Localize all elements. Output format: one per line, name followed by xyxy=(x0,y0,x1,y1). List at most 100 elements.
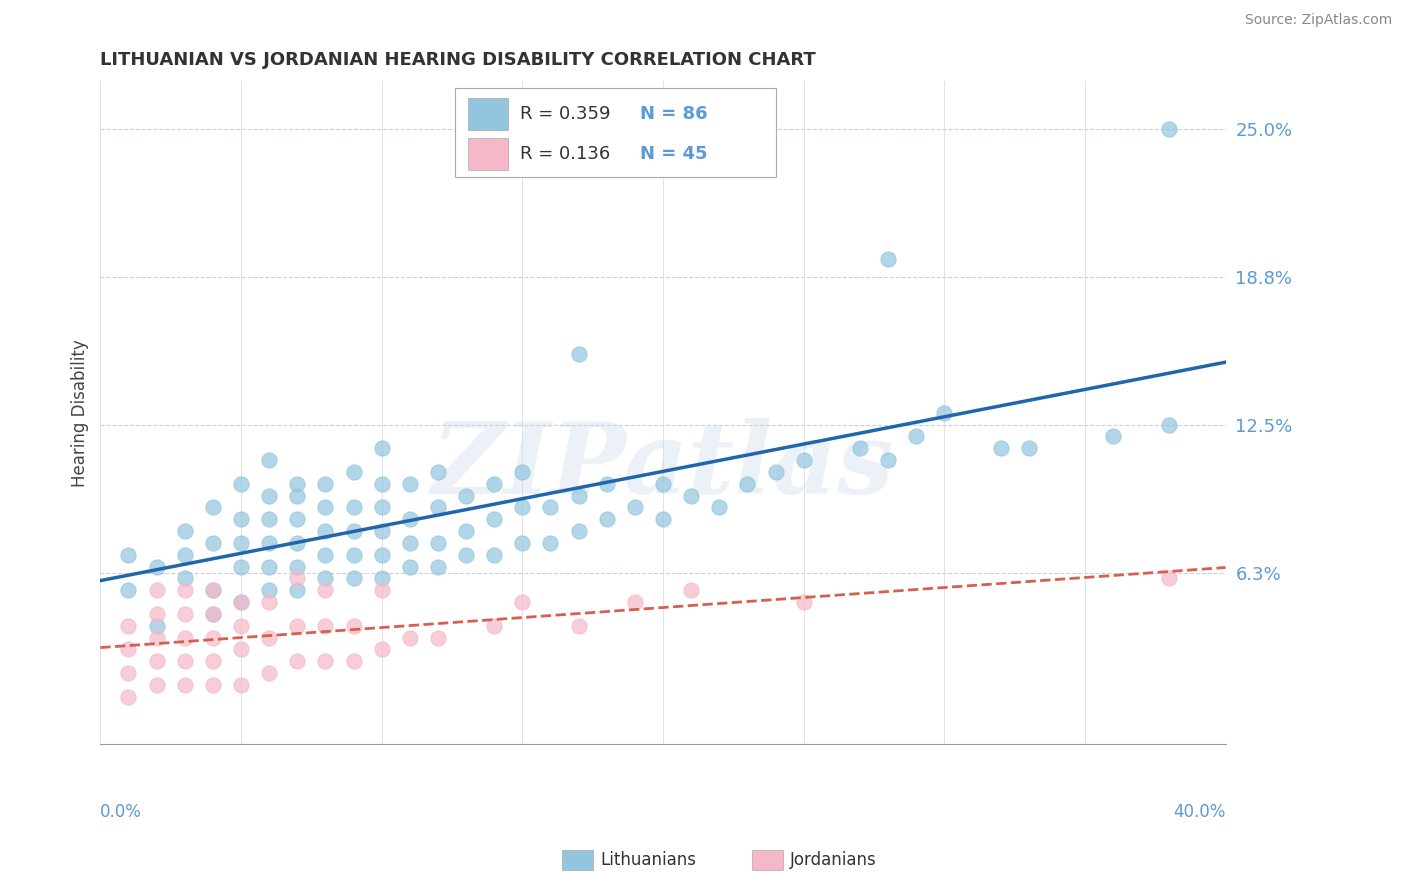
Point xyxy=(568,619,591,633)
Point xyxy=(482,548,505,562)
Point xyxy=(709,500,731,515)
Point xyxy=(426,500,449,515)
Point xyxy=(482,476,505,491)
Point xyxy=(201,654,224,668)
Point xyxy=(201,631,224,645)
Point xyxy=(314,548,336,562)
Point xyxy=(229,595,252,609)
Point xyxy=(540,536,562,550)
Point xyxy=(314,654,336,668)
Text: Lithuanians: Lithuanians xyxy=(600,851,696,869)
Point xyxy=(793,453,815,467)
Point xyxy=(877,453,900,467)
Point xyxy=(849,442,872,456)
Point xyxy=(117,642,139,657)
Point xyxy=(257,512,280,526)
Point xyxy=(510,465,533,479)
Point xyxy=(426,465,449,479)
Point xyxy=(201,678,224,692)
Point xyxy=(173,524,195,538)
Point xyxy=(793,595,815,609)
Point xyxy=(905,429,928,443)
Point xyxy=(342,619,364,633)
FancyBboxPatch shape xyxy=(454,88,776,178)
Point xyxy=(173,548,195,562)
Point xyxy=(173,583,195,598)
Text: N = 45: N = 45 xyxy=(641,145,709,162)
Point xyxy=(145,559,167,574)
Point xyxy=(510,500,533,515)
Point xyxy=(285,654,308,668)
Point xyxy=(652,476,675,491)
Point xyxy=(229,595,252,609)
Point xyxy=(229,559,252,574)
Point xyxy=(1159,571,1181,585)
Point xyxy=(314,619,336,633)
Point xyxy=(201,583,224,598)
Point xyxy=(257,595,280,609)
Point xyxy=(285,489,308,503)
Point xyxy=(229,536,252,550)
Point xyxy=(737,476,759,491)
Point xyxy=(370,548,392,562)
FancyBboxPatch shape xyxy=(468,137,508,169)
Point xyxy=(314,571,336,585)
Point xyxy=(145,631,167,645)
Point xyxy=(314,583,336,598)
Point xyxy=(370,642,392,657)
Point xyxy=(117,583,139,598)
Point xyxy=(145,678,167,692)
Y-axis label: Hearing Disability: Hearing Disability xyxy=(72,339,89,487)
Point xyxy=(117,690,139,704)
Point xyxy=(510,595,533,609)
Point xyxy=(285,476,308,491)
Point xyxy=(370,583,392,598)
Text: LITHUANIAN VS JORDANIAN HEARING DISABILITY CORRELATION CHART: LITHUANIAN VS JORDANIAN HEARING DISABILI… xyxy=(100,51,815,69)
Point xyxy=(173,678,195,692)
Point xyxy=(285,583,308,598)
Point xyxy=(398,559,420,574)
Point xyxy=(285,536,308,550)
Point xyxy=(342,548,364,562)
Point xyxy=(624,500,647,515)
Point xyxy=(145,619,167,633)
Point xyxy=(426,536,449,550)
Point xyxy=(145,654,167,668)
Point xyxy=(173,654,195,668)
Point xyxy=(173,607,195,621)
Point xyxy=(568,524,591,538)
Text: R = 0.359: R = 0.359 xyxy=(520,105,610,123)
Point xyxy=(342,524,364,538)
Point xyxy=(145,583,167,598)
Text: 0.0%: 0.0% xyxy=(100,804,142,822)
Point xyxy=(229,678,252,692)
Point xyxy=(1102,429,1125,443)
Point xyxy=(117,619,139,633)
Point xyxy=(257,583,280,598)
Point xyxy=(257,666,280,681)
Point xyxy=(314,476,336,491)
Text: N = 86: N = 86 xyxy=(641,105,709,123)
Point xyxy=(257,559,280,574)
Point xyxy=(426,559,449,574)
Point xyxy=(681,583,703,598)
Point xyxy=(990,442,1012,456)
Point xyxy=(342,654,364,668)
Point xyxy=(596,476,619,491)
Point xyxy=(398,536,420,550)
Point xyxy=(568,346,591,360)
Point xyxy=(257,536,280,550)
Point xyxy=(370,476,392,491)
Point xyxy=(370,571,392,585)
Point xyxy=(1159,417,1181,432)
Point xyxy=(454,524,477,538)
Point xyxy=(482,512,505,526)
Point xyxy=(229,512,252,526)
Point xyxy=(201,583,224,598)
Point xyxy=(285,571,308,585)
Point xyxy=(540,500,562,515)
Text: 40.0%: 40.0% xyxy=(1173,804,1226,822)
Point xyxy=(342,465,364,479)
Point xyxy=(285,512,308,526)
Point xyxy=(1159,121,1181,136)
